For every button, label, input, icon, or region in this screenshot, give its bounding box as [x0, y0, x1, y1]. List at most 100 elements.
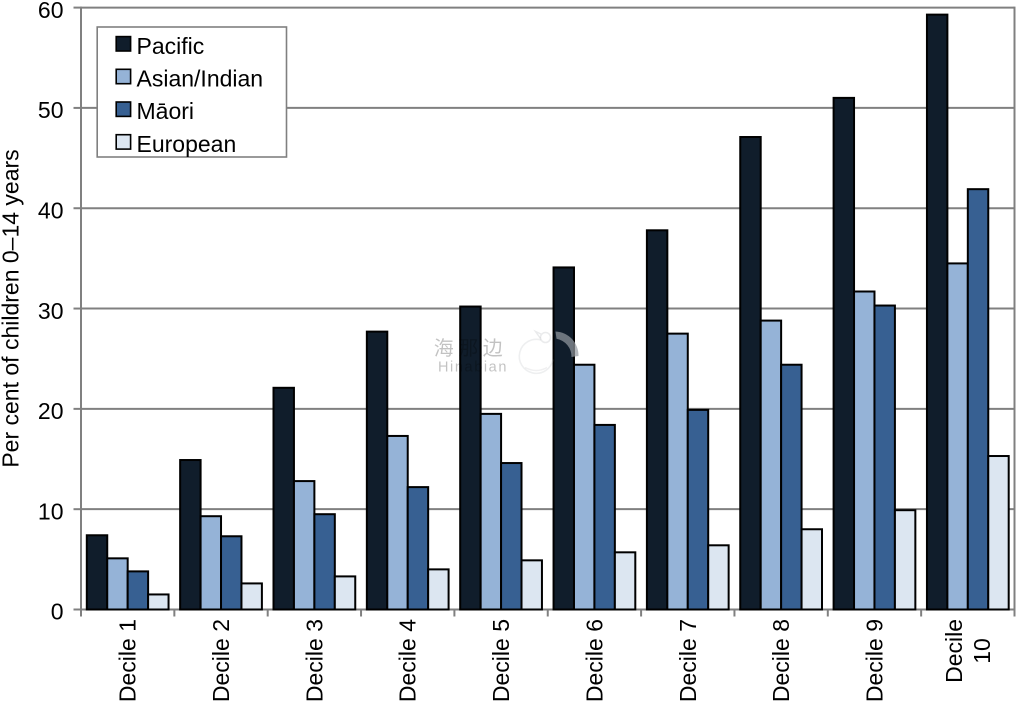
bar-group-4	[365, 330, 450, 611]
watermark-latin-text: Hinabian	[438, 360, 508, 376]
x-tick-label-line: Decile 6	[581, 619, 607, 702]
x-tick-label-5: Decile 5	[488, 619, 514, 702]
bar-group-6	[552, 266, 637, 611]
bar-pacific-4	[365, 330, 389, 611]
bar-european-3	[333, 575, 357, 611]
bar-european-5	[520, 559, 543, 611]
bar-m-ori-1	[126, 570, 150, 611]
x-tick-label-3: Decile 3	[301, 619, 327, 702]
bar-group-9	[832, 96, 917, 611]
bar-m-ori-4	[406, 486, 430, 611]
bar-european-10	[987, 455, 1010, 611]
legend-swatch	[115, 133, 132, 150]
x-tick-label-9: Decile 9	[861, 619, 887, 702]
x-tick-label-4: Decile 4	[395, 619, 421, 702]
bar-european-1	[147, 593, 170, 611]
y-tick-label-30: 30	[38, 298, 64, 324]
legend-item-asian-indian: Asian/Indian	[115, 66, 264, 92]
bar-pacific-3	[272, 386, 295, 611]
y-tick-labels: 0 10 20 30 40 50 60	[38, 0, 64, 625]
x-tick-label-line: Decile 2	[208, 619, 234, 702]
x-tick-label-line: Decile 7	[675, 619, 701, 702]
x-tick-label-7: Decile 7	[675, 619, 701, 702]
legend: Pacific Asian/Indian Māori European	[96, 26, 288, 158]
bar-european-9	[893, 509, 917, 611]
bar-group-2	[179, 459, 263, 611]
y-tick-label-0: 0	[51, 599, 64, 625]
watermark-cjk-text: 海那边	[434, 337, 508, 360]
x-tick-label-line: 10	[969, 638, 995, 664]
x-tick-label-6: Decile 6	[581, 619, 607, 702]
x-tick-label-line: Decile	[941, 619, 967, 683]
bar-group-3	[272, 386, 357, 611]
x-tick-labels: Decile 1 Decile 2 Decile 3 Decile 4 Decile 5…	[115, 619, 995, 702]
x-tick-label-line: Decile 8	[768, 619, 794, 702]
legend-swatch	[115, 68, 132, 85]
bar-pacific-9	[832, 96, 856, 611]
bar-asian-indian-3	[292, 480, 316, 611]
bar-european-2	[240, 582, 263, 611]
watermark-swoosh	[555, 331, 579, 357]
bar-european-8	[800, 528, 823, 611]
bar-m-ori-2	[220, 535, 243, 611]
bar-m-ori-5	[500, 462, 523, 611]
bar-m-ori-8	[780, 363, 803, 611]
bar-m-ori-3	[313, 513, 336, 611]
bar-groups	[85, 13, 1010, 611]
watermark: 海那边 Hinabian	[434, 329, 579, 376]
x-tick-label-line: Decile 1	[115, 619, 141, 702]
bar-group-8	[739, 136, 823, 611]
x-tick-label-line: Decile 9	[861, 619, 887, 702]
bar-pacific-7	[645, 229, 669, 611]
bar-asian-indian-7	[666, 332, 689, 611]
watermark-body-outline	[518, 338, 554, 375]
legend-item-m-ori: Māori	[115, 98, 195, 124]
bar-pacific-2	[179, 459, 202, 611]
axis-ticks	[73, 6, 1016, 617]
y-axis-title: Per cent of children 0–14 years	[0, 149, 24, 467]
bar-group-7	[645, 229, 730, 611]
legend-label: Māori	[137, 98, 195, 124]
x-tick-label-10: Decile 10	[941, 619, 995, 683]
bar-group-1	[85, 534, 170, 611]
bar-asian-indian-1	[106, 557, 129, 611]
y-tick-label-40: 40	[38, 197, 64, 223]
legend-swatch	[115, 35, 132, 52]
legend-item-pacific: Pacific	[115, 33, 205, 59]
x-tick-label-8: Decile 8	[768, 619, 794, 702]
watermark-tail-curve	[524, 366, 548, 372]
bar-m-ori-7	[686, 408, 710, 611]
x-tick-label-line: Decile 4	[395, 619, 421, 702]
bar-asian-indian-4	[386, 434, 409, 611]
x-tick-label-line: Decile 5	[488, 619, 514, 702]
bar-pacific-8	[739, 136, 762, 611]
watermark-head-circle	[539, 331, 552, 344]
bar-group-5	[459, 305, 543, 611]
bar-asian-indian-8	[759, 319, 783, 611]
x-tick-label-1: Decile 1	[115, 619, 141, 702]
x-tick-label-2: Decile 2	[208, 619, 234, 702]
bar-asian-indian-5	[479, 412, 503, 611]
y-tick-label-50: 50	[38, 97, 64, 123]
bar-group-10	[925, 13, 1010, 611]
legend-label: European	[137, 131, 237, 157]
bar-pacific-10	[925, 13, 949, 611]
legend-label: Pacific	[137, 33, 205, 59]
bar-pacific-1	[85, 534, 109, 611]
y-tick-label-60: 60	[38, 0, 64, 23]
bar-european-6	[613, 551, 637, 611]
legend-item-european: European	[115, 131, 237, 157]
bar-asian-indian-6	[572, 363, 596, 611]
bar-m-ori-10	[966, 188, 990, 611]
bar-asian-indian-10	[946, 262, 969, 611]
bar-asian-indian-9	[853, 290, 876, 611]
bar-european-4	[427, 568, 450, 611]
y-tick-label-10: 10	[38, 498, 64, 524]
legend-label: Asian/Indian	[137, 66, 264, 92]
bar-european-7	[707, 544, 730, 611]
watermark-beak	[533, 329, 542, 339]
x-tick-label-line: Decile 3	[301, 619, 327, 702]
watermark-logo-icon	[518, 329, 579, 375]
